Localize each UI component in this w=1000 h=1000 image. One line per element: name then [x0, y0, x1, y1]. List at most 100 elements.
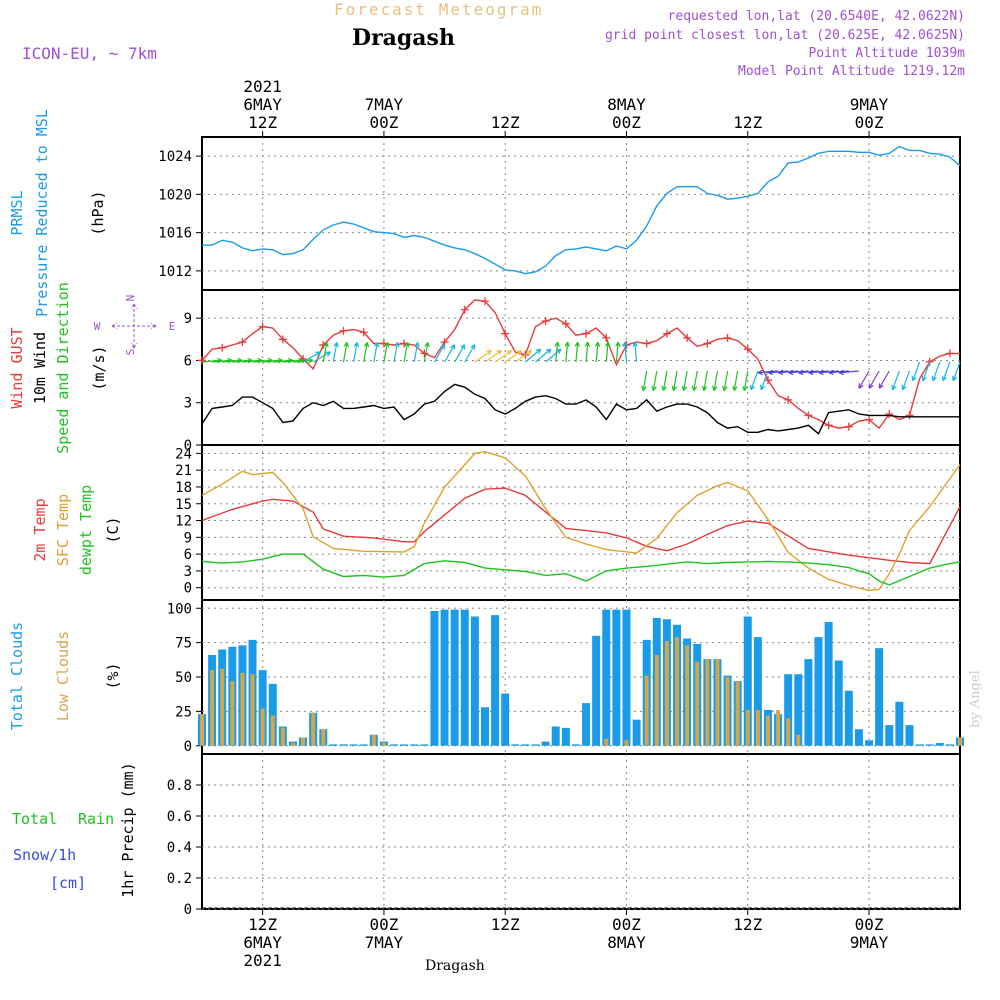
clouds-unit: (%) [104, 662, 122, 689]
low-cloud-bar [735, 681, 740, 746]
low-cloud-bar [321, 729, 326, 746]
t2m-line [201, 487, 961, 565]
total-cloud-bar [885, 725, 894, 746]
wind-direction-arrow [691, 370, 698, 392]
model-label: ICON-EU, ~ 7km [22, 44, 157, 63]
wind-direction-arrow [604, 341, 611, 363]
gust-marker [420, 349, 429, 358]
dewpoint-line [201, 553, 961, 586]
pressure-unit: (hPa) [89, 190, 107, 235]
top-axis-year: 2021 [243, 77, 282, 96]
low-cloud-bar [958, 737, 962, 746]
y-tick-label: 3 [184, 396, 192, 412]
gust-marker [460, 305, 469, 314]
wind-direction-arrow [464, 344, 476, 363]
sfc-temp-label: SFC Temp [54, 494, 72, 566]
total-cloud-bar [834, 660, 843, 746]
wind-direction-arrow [767, 369, 789, 376]
top-axis-hour: 12Z [491, 113, 520, 132]
wind-direction-arrow [342, 341, 349, 363]
sfc-temp-line [201, 450, 961, 592]
wind-direction-arrow [332, 341, 339, 363]
bottom-axis-year: 2021 [243, 951, 282, 970]
wind-direction-arrow [641, 370, 648, 392]
wind-direction-arrow [594, 341, 601, 363]
gust-marker [339, 326, 348, 335]
wind-direction-arrow [373, 341, 380, 363]
low-cloud-bar [220, 668, 225, 746]
gust-marker [359, 328, 368, 337]
total-cloud-bar [743, 616, 752, 746]
total-cloud-bar [541, 741, 550, 746]
panel-frame [201, 289, 961, 446]
wind-direction-arrow [363, 341, 370, 363]
y-tick-label: 9 [184, 530, 192, 546]
top-axis-hour: 00Z [855, 113, 884, 132]
wind-direction-arrow [878, 370, 890, 389]
gust-marker [198, 356, 206, 365]
total-cloud-bar [258, 670, 267, 746]
gust-marker [804, 411, 813, 420]
bottom-axis-hour: 12Z [248, 915, 277, 934]
y-tick-label: 100 [167, 601, 192, 617]
grid-point-coords: grid point closest lon,lat (20.625E, 42.… [604, 28, 965, 43]
wind-direction-arrow [901, 370, 911, 391]
top-axis-date: 8MAY [607, 95, 646, 114]
low-cloud-bar [624, 740, 629, 746]
low-cloud-bar [705, 659, 710, 746]
top-axis-date: 7MAY [365, 95, 404, 114]
total-cloud-bar [450, 609, 459, 746]
total-cloud-bar [632, 719, 641, 746]
gust-line [201, 299, 960, 430]
y-tick-label: 3 [184, 564, 192, 580]
wind-direction-arrow [504, 349, 523, 363]
wind-direction-arrow [525, 348, 542, 363]
wind-direction-arrow [353, 341, 360, 363]
gust-marker [865, 415, 874, 424]
total-cloud-bar [480, 707, 489, 746]
gust-marker [885, 410, 894, 418]
pressure-label-2: Pressure Reduced to MSL [33, 109, 51, 317]
total-cloud-bar [349, 744, 358, 746]
wind-direction-arrow [302, 351, 321, 363]
dewpoint-label: dewpt Temp [77, 485, 95, 575]
bottom-axis-date: 6MAY [243, 933, 282, 952]
wind-direction-arrow [322, 341, 329, 363]
point-altitude: Point Altitude 1039m [808, 46, 965, 61]
bottom-axis-hour: 12Z [491, 915, 520, 934]
total-cloud-bar [844, 690, 853, 746]
low-cloud-bar [250, 674, 255, 746]
top-axis-hour: 12Z [733, 113, 762, 132]
low-cloud-bar [371, 734, 376, 746]
total-cloud-bar [814, 637, 823, 746]
wind-direction-arrow [828, 369, 849, 376]
total-cloud-bar [511, 744, 520, 746]
gust-marker [925, 357, 934, 366]
total-cloud-bar [339, 744, 348, 746]
wind-label: 10m Wind [31, 332, 49, 404]
total-cloud-bar [268, 683, 277, 746]
panel-frame [201, 136, 961, 291]
low-cloud-bar [765, 715, 770, 746]
wind-direction-arrow [911, 361, 921, 382]
wind-direction-arrow [891, 370, 900, 391]
compass-n: N [124, 295, 137, 302]
low-cloud-bar [270, 715, 275, 746]
wind-line [201, 383, 960, 435]
low-clouds-label: Low Clouds [54, 631, 72, 721]
total-cloud-bar [390, 744, 399, 746]
y-tick-label: 6 [184, 547, 192, 563]
gust-marker [905, 411, 914, 420]
wind-direction-arrow [393, 341, 400, 363]
wind-direction-arrow [584, 341, 591, 363]
gust-marker [723, 333, 732, 342]
snow-unit: [cm] [50, 874, 86, 892]
total-cloud-bar [359, 744, 368, 746]
wind-direction-arrow [838, 369, 859, 376]
total-cloud-bar [521, 744, 530, 746]
wind-direction-arrow [722, 370, 729, 392]
wind-direction-arrow [858, 370, 870, 389]
wind-direction-arrow [931, 361, 941, 382]
gust-marker [743, 345, 752, 354]
